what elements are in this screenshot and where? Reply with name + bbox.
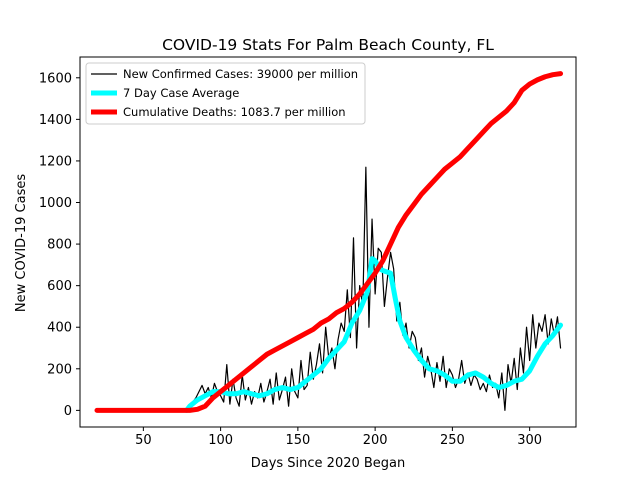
y-tick-label: 400 xyxy=(47,321,72,336)
x-tick-label: 200 xyxy=(363,433,388,448)
x-tick-label: 300 xyxy=(517,433,542,448)
chart-title: COVID-19 Stats For Palm Beach County, FL xyxy=(162,36,494,54)
y-tick-label: 1600 xyxy=(39,71,72,86)
y-tick-label: 1000 xyxy=(39,196,72,211)
x-tick-label: 250 xyxy=(440,433,465,448)
y-axis-ticks: 0 200 400 600 800 1000 1200 1400 1600 xyxy=(39,71,80,419)
x-tick-label: 150 xyxy=(285,433,310,448)
x-axis-ticks: 50 100 150 200 250 300 xyxy=(135,427,542,448)
plot-frame xyxy=(79,56,577,428)
y-tick-label: 200 xyxy=(47,362,72,377)
legend-label-2: 7 Day Case Average xyxy=(123,86,239,100)
legend-label-1: New Confirmed Cases: 39000 per million xyxy=(123,67,358,81)
x-tick-label: 100 xyxy=(208,433,233,448)
y-tick-label: 0 xyxy=(64,404,72,419)
legend: New Confirmed Cases: 39000 per million 7 … xyxy=(85,62,366,125)
series-layer xyxy=(94,71,564,413)
y-tick-label: 800 xyxy=(47,238,72,253)
series-line-3 xyxy=(94,71,564,413)
y-tick-label: 1400 xyxy=(39,113,72,128)
y-tick-label: 600 xyxy=(47,279,72,294)
series-line-2 xyxy=(184,256,564,413)
x-tick-label: 50 xyxy=(135,433,152,448)
y-tick-label: 1200 xyxy=(39,154,72,169)
legend-label-3: Cumulative Deaths: 1083.7 per million xyxy=(123,105,346,119)
x-axis-label: Days Since 2020 Began xyxy=(251,456,406,471)
y-axis-label: New COVID-19 Cases xyxy=(14,174,29,312)
legend-box xyxy=(85,62,366,125)
